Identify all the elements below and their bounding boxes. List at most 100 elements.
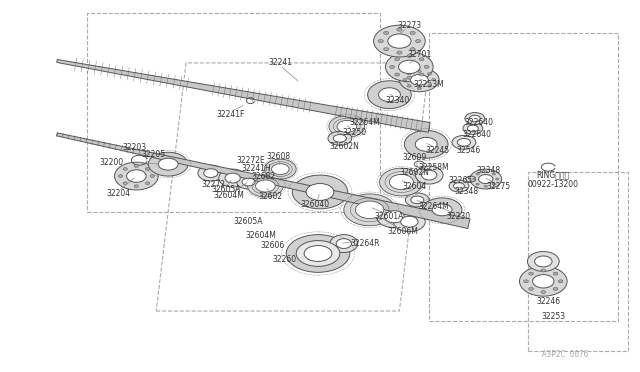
- Ellipse shape: [219, 169, 246, 187]
- Ellipse shape: [417, 87, 421, 90]
- Polygon shape: [57, 60, 430, 132]
- Text: 32253: 32253: [541, 311, 565, 321]
- Text: 32264M: 32264M: [419, 202, 449, 211]
- Ellipse shape: [541, 291, 546, 294]
- Ellipse shape: [271, 164, 289, 174]
- Text: 32605A: 32605A: [234, 217, 263, 226]
- Ellipse shape: [385, 52, 433, 82]
- Ellipse shape: [422, 170, 437, 180]
- Ellipse shape: [473, 178, 476, 180]
- Ellipse shape: [336, 239, 351, 248]
- Ellipse shape: [306, 183, 334, 201]
- Ellipse shape: [378, 88, 401, 102]
- Text: 32203: 32203: [122, 143, 147, 152]
- Ellipse shape: [431, 78, 436, 81]
- Text: 32606: 32606: [260, 241, 285, 250]
- Ellipse shape: [330, 235, 358, 253]
- Ellipse shape: [302, 244, 334, 263]
- Ellipse shape: [524, 280, 529, 283]
- Text: 32546: 32546: [457, 146, 481, 155]
- Ellipse shape: [388, 34, 411, 48]
- Text: 32250: 32250: [342, 128, 367, 137]
- Ellipse shape: [150, 175, 154, 177]
- Ellipse shape: [337, 121, 356, 132]
- Ellipse shape: [454, 183, 465, 189]
- Ellipse shape: [397, 51, 402, 54]
- Text: 32275: 32275: [486, 183, 511, 192]
- Text: 32258M: 32258M: [419, 163, 449, 171]
- Ellipse shape: [225, 173, 240, 183]
- Ellipse shape: [449, 180, 469, 192]
- Ellipse shape: [492, 183, 495, 185]
- Ellipse shape: [389, 174, 413, 190]
- Text: 32605A: 32605A: [211, 186, 241, 195]
- Ellipse shape: [286, 235, 350, 272]
- Ellipse shape: [452, 135, 476, 149]
- Ellipse shape: [404, 131, 448, 158]
- Ellipse shape: [410, 31, 415, 35]
- Ellipse shape: [407, 76, 412, 79]
- Ellipse shape: [394, 212, 425, 232]
- Ellipse shape: [145, 182, 150, 185]
- Ellipse shape: [407, 55, 412, 58]
- Ellipse shape: [407, 85, 411, 87]
- Ellipse shape: [395, 73, 399, 76]
- Ellipse shape: [204, 169, 218, 177]
- Text: 32340: 32340: [385, 96, 410, 105]
- Ellipse shape: [422, 198, 462, 222]
- Ellipse shape: [532, 275, 554, 288]
- Ellipse shape: [390, 65, 394, 68]
- Ellipse shape: [419, 73, 424, 76]
- Ellipse shape: [495, 178, 499, 180]
- Ellipse shape: [115, 162, 158, 190]
- Ellipse shape: [145, 167, 150, 170]
- Text: 32205: 32205: [141, 150, 165, 159]
- Ellipse shape: [383, 48, 388, 51]
- Ellipse shape: [248, 175, 284, 197]
- Ellipse shape: [484, 185, 487, 187]
- Ellipse shape: [428, 73, 431, 75]
- Ellipse shape: [134, 185, 139, 187]
- Ellipse shape: [255, 180, 275, 192]
- Ellipse shape: [264, 159, 296, 179]
- Text: 32701: 32701: [407, 51, 431, 60]
- Text: 32204: 32204: [106, 189, 131, 198]
- Ellipse shape: [198, 165, 224, 181]
- Ellipse shape: [529, 272, 534, 275]
- Ellipse shape: [158, 158, 178, 170]
- Ellipse shape: [534, 256, 552, 267]
- Text: 326040: 326040: [300, 201, 330, 209]
- Ellipse shape: [401, 216, 418, 227]
- Text: 32241F: 32241F: [216, 110, 245, 119]
- Ellipse shape: [329, 116, 365, 137]
- Text: 32608: 32608: [266, 152, 291, 161]
- Ellipse shape: [541, 269, 546, 272]
- Text: 32602N: 32602N: [399, 168, 429, 177]
- Text: 00922-13200: 00922-13200: [528, 180, 579, 189]
- Ellipse shape: [476, 183, 479, 185]
- Ellipse shape: [415, 39, 420, 43]
- Ellipse shape: [553, 288, 558, 291]
- Ellipse shape: [242, 178, 255, 186]
- Text: 32604M: 32604M: [213, 192, 244, 201]
- Text: 32606M: 32606M: [387, 227, 418, 236]
- Text: 32230: 32230: [447, 212, 471, 221]
- Ellipse shape: [529, 288, 534, 291]
- Ellipse shape: [378, 39, 383, 43]
- Ellipse shape: [428, 85, 431, 87]
- Text: 32348: 32348: [455, 187, 479, 196]
- Ellipse shape: [399, 60, 420, 74]
- Ellipse shape: [405, 193, 429, 207]
- Ellipse shape: [296, 241, 340, 266]
- Text: 32273: 32273: [397, 21, 421, 30]
- Text: 32348: 32348: [477, 166, 500, 174]
- Text: 32272: 32272: [202, 180, 226, 189]
- Ellipse shape: [118, 175, 123, 177]
- Text: 322640: 322640: [464, 118, 493, 127]
- Text: 32609: 32609: [402, 153, 426, 162]
- Ellipse shape: [415, 137, 437, 151]
- Ellipse shape: [395, 58, 399, 61]
- Ellipse shape: [492, 173, 495, 175]
- Ellipse shape: [467, 125, 478, 132]
- Text: 32602: 32602: [252, 171, 275, 180]
